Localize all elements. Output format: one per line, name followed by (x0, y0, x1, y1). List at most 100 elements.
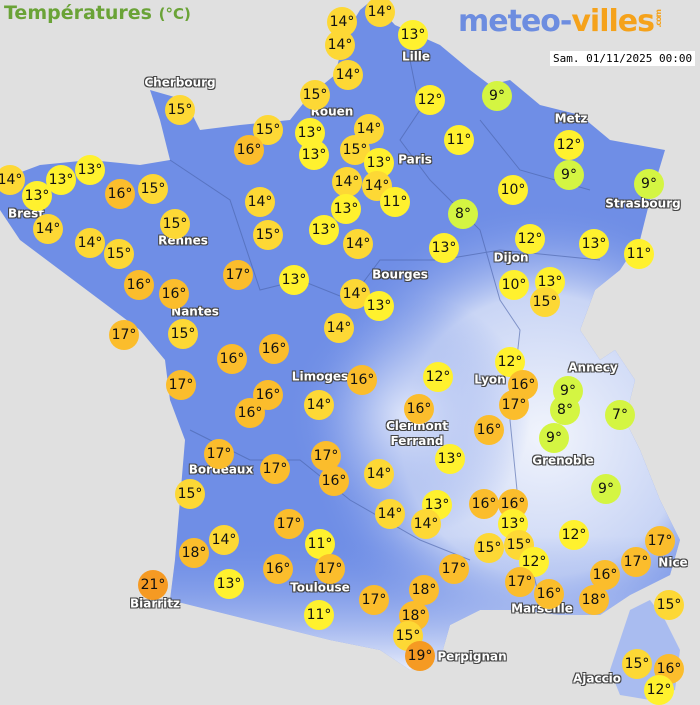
temperature-marker[interactable]: 18° (179, 538, 209, 568)
temperature-marker[interactable]: 11° (304, 600, 334, 630)
temperature-marker[interactable]: 17° (645, 526, 675, 556)
temperature-marker[interactable]: 7° (605, 400, 635, 430)
temperature-marker[interactable]: 12° (559, 520, 589, 550)
temperature-marker[interactable]: 11° (624, 239, 654, 269)
temperature-marker[interactable]: 11° (305, 529, 335, 559)
meteo-villes-logo[interactable]: meteo-villes.com (458, 4, 663, 39)
temperature-marker[interactable]: 9° (539, 423, 569, 453)
temperature-marker[interactable]: 13° (579, 229, 609, 259)
temperature-marker[interactable]: 14° (0, 165, 25, 195)
temperature-marker[interactable]: 17° (359, 585, 389, 615)
temperature-marker[interactable]: 13° (435, 444, 465, 474)
temperature-marker[interactable]: 16° (263, 554, 293, 584)
temperature-marker[interactable]: 14° (332, 167, 362, 197)
temperature-marker[interactable]: 15° (530, 287, 560, 317)
temperature-marker[interactable]: 13° (46, 165, 76, 195)
temperature-marker[interactable]: 14° (33, 214, 63, 244)
temperature-marker[interactable]: 14° (411, 509, 441, 539)
temperature-marker[interactable]: 17° (260, 454, 290, 484)
city-label: Ajaccio (572, 671, 622, 686)
temperature-marker[interactable]: 9° (482, 81, 512, 111)
temperature-marker[interactable]: 15° (300, 80, 330, 110)
temperature-marker[interactable]: 16° (259, 334, 289, 364)
temperature-marker[interactable]: 13° (429, 233, 459, 263)
temperature-marker[interactable]: 14° (324, 313, 354, 343)
temperature-marker[interactable]: 13° (299, 140, 329, 170)
temperature-marker[interactable]: 17° (204, 439, 234, 469)
temperature-marker[interactable]: 11° (444, 125, 474, 155)
temperature-marker[interactable]: 14° (245, 187, 275, 217)
temperature-marker[interactable]: 15° (165, 95, 195, 125)
temperature-marker[interactable]: 15° (175, 479, 205, 509)
temperature-marker[interactable]: 14° (209, 525, 239, 555)
temperature-marker[interactable]: 13° (309, 215, 339, 245)
temperature-marker[interactable]: 15° (168, 319, 198, 349)
temperature-marker[interactable]: 10° (498, 175, 528, 205)
temperature-marker[interactable]: 18° (579, 585, 609, 615)
temperature-marker[interactable]: 16° (124, 270, 154, 300)
temperature-marker[interactable]: 16° (474, 415, 504, 445)
temperature-marker[interactable]: 10° (499, 270, 529, 300)
temperature-marker[interactable]: 13° (498, 509, 528, 539)
temperature-marker[interactable]: 12° (415, 85, 445, 115)
temperature-marker[interactable]: 14° (75, 228, 105, 258)
temperature-marker[interactable]: 13° (331, 194, 361, 224)
temperature-marker[interactable]: 15° (138, 174, 168, 204)
temperature-marker[interactable]: 16° (217, 344, 247, 374)
temperature-marker[interactable]: 14° (365, 0, 395, 27)
temperature-marker[interactable]: 15° (622, 649, 652, 679)
temperature-marker[interactable]: 14° (333, 60, 363, 90)
temperature-marker[interactable]: 18° (409, 575, 439, 605)
temperature-marker[interactable]: 9° (591, 474, 621, 504)
temperature-marker[interactable]: 9° (634, 169, 664, 199)
temperature-marker[interactable]: 13° (364, 291, 394, 321)
city-label: Nice (658, 555, 688, 570)
temperature-marker[interactable]: 16° (469, 489, 499, 519)
temperature-marker[interactable]: 12° (423, 362, 453, 392)
city-label: Toulouse (290, 580, 350, 595)
temperature-marker[interactable]: 16° (105, 179, 135, 209)
temperature-marker[interactable]: 12° (495, 347, 525, 377)
temperature-marker[interactable]: 15° (253, 115, 283, 145)
temperature-marker[interactable]: 17° (621, 547, 651, 577)
temperature-marker[interactable]: 16° (404, 394, 434, 424)
temperature-marker[interactable]: 17° (274, 509, 304, 539)
temperature-marker[interactable]: 14° (375, 499, 405, 529)
temperature-marker[interactable]: 12° (554, 130, 584, 160)
temperature-marker[interactable]: 15° (104, 239, 134, 269)
temperature-marker[interactable]: 17° (505, 567, 535, 597)
temperature-marker[interactable]: 17° (499, 390, 529, 420)
temperature-marker[interactable]: 17° (166, 370, 196, 400)
temperature-marker[interactable]: 9° (554, 160, 584, 190)
temperature-marker[interactable]: 15° (474, 533, 504, 563)
temperature-marker[interactable]: 13° (214, 569, 244, 599)
temperature-marker[interactable]: 13° (398, 20, 428, 50)
temperature-marker[interactable]: 12° (644, 675, 674, 705)
temperature-marker[interactable]: 15° (654, 590, 684, 620)
temperature-marker[interactable]: 13° (75, 155, 105, 185)
temperature-marker[interactable]: 14° (325, 30, 355, 60)
temperature-marker[interactable]: 16° (159, 279, 189, 309)
temperature-marker[interactable]: 16° (234, 135, 264, 165)
temperature-marker[interactable]: 14° (304, 390, 334, 420)
temperature-marker[interactable]: 17° (315, 554, 345, 584)
temperature-marker[interactable]: 15° (253, 220, 283, 250)
temperature-marker[interactable]: 14° (343, 229, 373, 259)
temperature-marker[interactable]: 14° (364, 459, 394, 489)
temperature-marker[interactable]: 8° (550, 395, 580, 425)
temperature-marker[interactable]: 16° (319, 466, 349, 496)
temperature-marker[interactable]: 15° (160, 209, 190, 239)
temperature-marker[interactable]: 19° (405, 641, 435, 671)
temperature-marker[interactable]: 11° (380, 187, 410, 217)
temperature-marker[interactable]: 13° (279, 265, 309, 295)
temperature-marker[interactable]: 8° (448, 199, 478, 229)
temperature-marker[interactable]: 16° (347, 365, 377, 395)
temperature-marker[interactable]: 16° (235, 398, 265, 428)
temperature-marker[interactable]: 17° (439, 554, 469, 584)
temperature-marker[interactable]: 12° (515, 224, 545, 254)
temperature-marker[interactable]: 17° (109, 320, 139, 350)
temperature-marker[interactable]: 16° (534, 579, 564, 609)
temperature-marker[interactable]: 21° (138, 570, 168, 600)
temperature-marker[interactable]: 17° (223, 260, 253, 290)
temperature-marker[interactable]: 16° (253, 380, 283, 410)
